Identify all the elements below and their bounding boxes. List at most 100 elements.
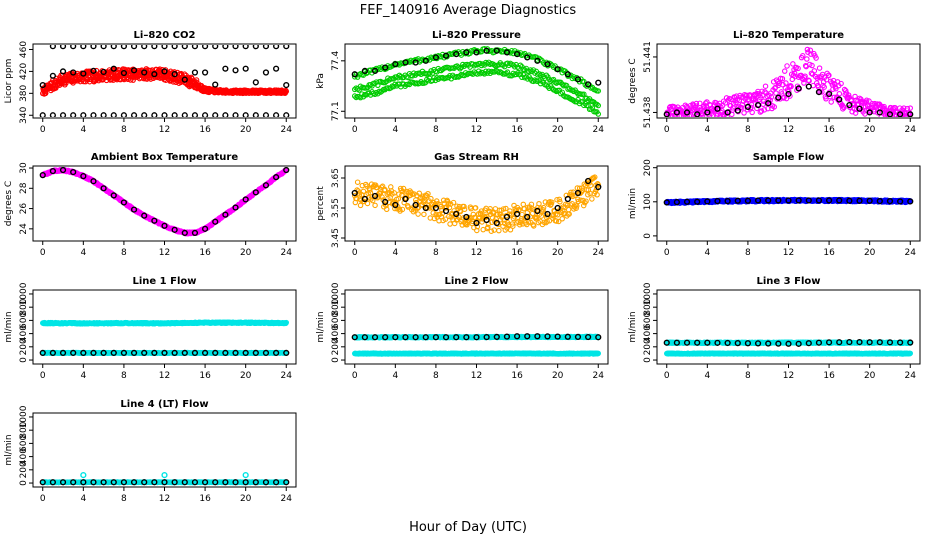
data-point: [430, 210, 436, 216]
x-tick-label: 12: [471, 248, 482, 258]
data-point: [856, 95, 863, 102]
data-point: [765, 100, 772, 107]
data-point: [222, 349, 229, 357]
data-point: [775, 94, 782, 101]
data-point: [493, 47, 500, 54]
data-point: [856, 197, 863, 204]
data-point: [283, 88, 290, 95]
data-point: [59, 349, 67, 357]
data-point: [886, 111, 894, 117]
data-point: [493, 219, 500, 227]
data-point: [594, 192, 600, 198]
x-tick-label: 20: [240, 125, 252, 135]
data-point: [472, 205, 479, 211]
data-point: [283, 45, 290, 50]
data-point: [110, 45, 117, 50]
data-point: [513, 210, 521, 218]
data-point: [382, 186, 388, 193]
series-1: [663, 46, 914, 117]
data-point: [80, 70, 87, 77]
data-point: [781, 68, 788, 74]
data-point: [151, 112, 158, 117]
x-tick-label: 8: [121, 125, 127, 135]
data-point: [527, 67, 534, 73]
data-point: [422, 204, 429, 212]
y-tick-label: 51.441: [643, 41, 653, 72]
data-point: [836, 197, 843, 204]
data-point: [262, 45, 270, 50]
data-point: [886, 198, 894, 205]
data-point: [473, 219, 480, 227]
data-point: [804, 46, 811, 53]
y-tick-label: 26: [19, 203, 29, 215]
series-1: [351, 174, 602, 234]
plot-area: [351, 333, 602, 357]
data-point: [785, 90, 792, 98]
data-point: [262, 182, 270, 189]
data-point: [534, 57, 541, 64]
data-point: [765, 197, 772, 204]
data-point: [897, 111, 904, 117]
data-point: [212, 349, 219, 357]
data-point: [100, 185, 107, 192]
panel-title: Line 2 Flow: [445, 276, 509, 287]
data-point: [367, 187, 373, 193]
data-point: [400, 185, 407, 192]
data-point: [866, 109, 873, 116]
data-point: [471, 63, 478, 69]
data-point: [110, 349, 117, 357]
data-point: [522, 67, 528, 73]
y-axis-label: degrees C: [628, 58, 638, 103]
data-point: [578, 197, 584, 204]
data-point: [433, 198, 440, 204]
data-point: [382, 64, 389, 71]
data-point: [161, 45, 168, 50]
x-tick-label: 16: [511, 371, 523, 381]
data-point: [579, 185, 585, 191]
data-point: [564, 71, 571, 78]
data-point: [795, 65, 801, 72]
series-2: [351, 350, 602, 357]
series-2: [49, 45, 290, 50]
data-point: [382, 198, 389, 206]
data-point: [283, 167, 290, 174]
data-point: [120, 349, 128, 357]
data-point: [392, 201, 399, 209]
data-point: [161, 68, 168, 75]
data-point: [120, 199, 128, 206]
data-point: [372, 202, 378, 209]
x-tick-label: 24: [905, 248, 917, 258]
data-point: [544, 210, 551, 218]
data-point: [450, 199, 457, 206]
data-point: [470, 211, 477, 218]
data-point: [774, 96, 780, 102]
data-point: [530, 67, 537, 73]
data-point: [539, 78, 545, 85]
y-axis-label: percent: [316, 186, 326, 221]
y-tick-label: 200: [19, 338, 29, 355]
data-point: [222, 45, 229, 50]
data-point: [371, 67, 379, 75]
data-point: [771, 104, 778, 110]
data-point: [171, 226, 178, 233]
data-point: [729, 107, 736, 113]
data-point: [80, 45, 87, 50]
plot-area: [39, 167, 290, 237]
y-tick-label: 420: [19, 63, 29, 80]
plot-area: [351, 174, 602, 234]
data-point: [262, 112, 270, 117]
data-point: [580, 202, 587, 209]
data-point: [761, 107, 768, 113]
data-point: [768, 94, 775, 100]
y-tick-label: 600: [331, 312, 341, 329]
panel-title: Ambient Box Temperature: [91, 152, 238, 163]
x-tick-label: 0: [664, 125, 670, 135]
data-point: [530, 223, 537, 229]
data-point: [412, 59, 419, 66]
data-point: [549, 199, 555, 205]
plot-area: [39, 45, 290, 117]
